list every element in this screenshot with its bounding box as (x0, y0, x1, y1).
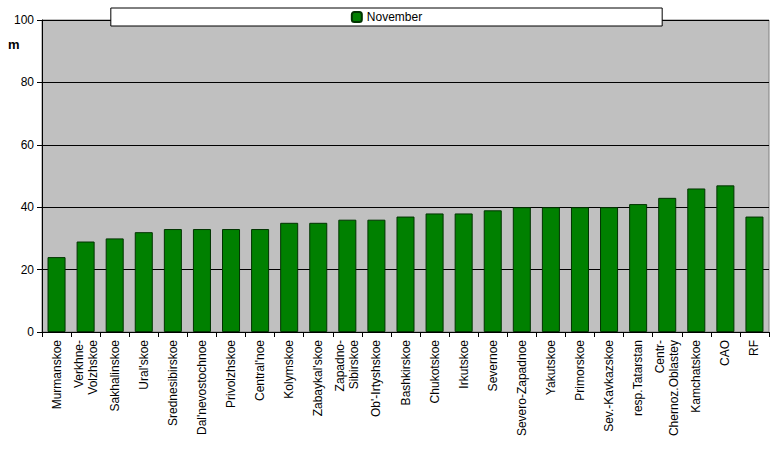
svg-text:20: 20 (21, 263, 35, 277)
svg-text:Ob'-Irtyshskoe: Ob'-Irtyshskoe (369, 340, 383, 417)
svg-text:Sakhalinskoe: Sakhalinskoe (108, 340, 122, 412)
svg-text:CAO: CAO (718, 340, 732, 366)
svg-text:80: 80 (21, 75, 35, 89)
svg-text:Verkhne-: Verkhne- (72, 340, 86, 388)
svg-text:Central'noe: Central'noe (253, 340, 267, 401)
svg-text:Privolzhskoe: Privolzhskoe (224, 340, 238, 408)
svg-text:Bashkirskoe: Bashkirskoe (399, 340, 413, 406)
svg-text:Kolymskoe: Kolymskoe (282, 340, 296, 399)
svg-text:Zabaykal'skoe: Zabaykal'skoe (311, 340, 325, 417)
svg-text:40: 40 (21, 200, 35, 214)
svg-text:Severnoe: Severnoe (486, 340, 500, 392)
svg-text:Srednesibirskoe: Srednesibirskoe (166, 340, 180, 426)
svg-text:Primorskoe: Primorskoe (573, 340, 587, 401)
svg-text:60: 60 (21, 138, 35, 152)
svg-text:resp.Tatarstan: resp.Tatarstan (631, 340, 645, 416)
svg-text:Dal'nevostochnoe: Dal'nevostochnoe (195, 340, 209, 435)
svg-text:0: 0 (27, 325, 34, 339)
svg-text:November: November (367, 10, 422, 24)
svg-text:Sev.-Kavkazskoe: Sev.-Kavkazskoe (602, 340, 616, 432)
svg-text:Irkutskoe: Irkutskoe (457, 340, 471, 389)
svg-text:Centr-: Centr- (653, 340, 667, 373)
svg-text:Murmanskoe: Murmanskoe (50, 340, 64, 410)
svg-text:RF: RF (747, 340, 761, 356)
svg-text:Severo-Zapadnoe: Severo-Zapadnoe (515, 340, 529, 436)
svg-text:m: m (8, 37, 20, 52)
svg-text:Sibirskoe: Sibirskoe (347, 340, 361, 390)
svg-text:100: 100 (14, 13, 34, 27)
svg-text:Chernoz.Oblastey: Chernoz.Oblastey (667, 340, 681, 436)
svg-text:Kamchatskoe: Kamchatskoe (689, 340, 703, 413)
svg-text:Ural'skoe: Ural'skoe (137, 340, 151, 390)
svg-text:Volzhskoe: Volzhskoe (86, 340, 100, 395)
svg-text:Chukotskoe: Chukotskoe (428, 340, 442, 404)
svg-text:Yakutskoe: Yakutskoe (544, 340, 558, 395)
svg-text:Zapadno-: Zapadno- (333, 340, 347, 391)
